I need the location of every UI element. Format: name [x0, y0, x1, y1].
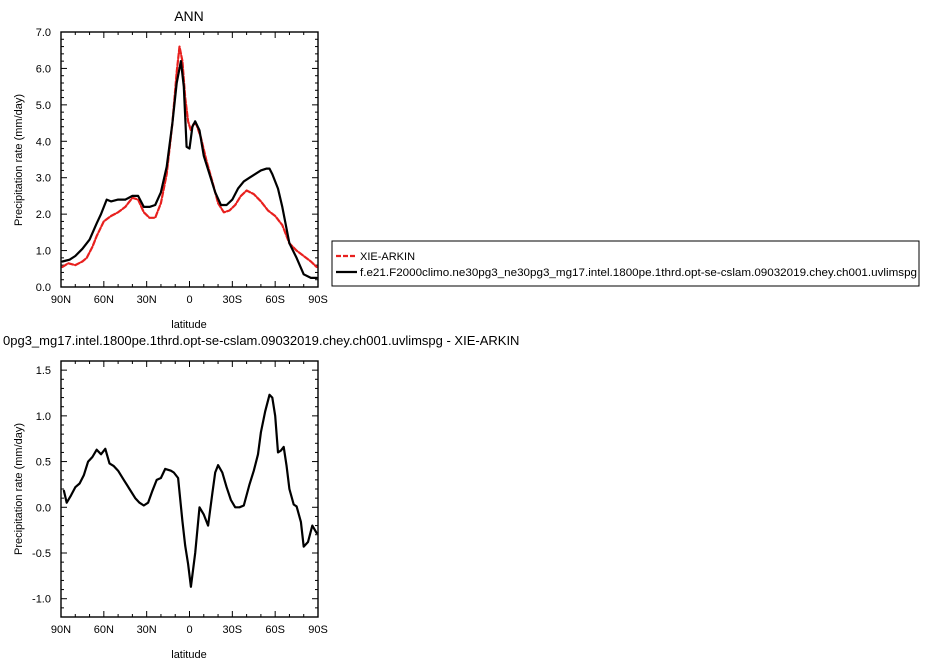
bottom-y-axis-label: Precipitation rate (mm/day)	[13, 423, 25, 555]
legend-label-model: f.e21.F2000climo.ne30pg3_ne30pg3_mg17.in…	[360, 267, 917, 279]
top-plot-area: 90N 60N 30N 0 30S 60S 90S 0.0 1.0 2.0 3.0 4.0 5.0 6.0…	[36, 27, 328, 306]
top-x-axis-label: latitude	[171, 319, 206, 331]
legend-box	[331, 240, 920, 287]
top-chart-title: ANN	[174, 8, 204, 24]
bottom-panel: 0pg3_mg17.intel.1800pe.1thrd.opt-se-csla…	[3, 333, 519, 661]
top-panel: ANN 90N 60N 30N 0 30S 60S 90S 0.0 1.0 2.0 3.0 4.0 5.…	[13, 8, 328, 331]
bottom-y-tick-label: 0.0	[36, 502, 51, 514]
top-series-line-0	[61, 45, 318, 269]
bottom-x-axis-label: latitude	[171, 649, 206, 661]
bottom-chart-title: 0pg3_mg17.intel.1800pe.1thrd.opt-se-csla…	[3, 333, 519, 348]
top-y-tick-label: 2.0	[36, 209, 51, 221]
bottom-y-tick-label: 1.0	[36, 411, 51, 423]
bottom-y-tick-label: -0.5	[32, 548, 51, 560]
bottom-plot-area: 90N 60N 30N 0 30S 60S 90S -1.0 -0.5 0.0 0.5 1.0 1.5	[32, 360, 328, 636]
top-plot-frame	[60, 31, 319, 288]
bottom-x-tick-label: 60N	[94, 624, 114, 636]
top-y-axis-label: Precipitation rate (mm/day)	[13, 94, 25, 226]
bottom-x-tick-label: 30S	[223, 624, 243, 636]
top-y-tick-label: 6.0	[36, 63, 51, 75]
legend: XIE-ARKIN f.e21.F2000climo.ne30pg3_ne30p…	[331, 240, 920, 287]
legend-label-xie-arkin: XIE-ARKIN	[360, 251, 415, 263]
top-x-tick-label: 30N	[137, 294, 157, 306]
top-y-tick-label: 4.0	[36, 136, 51, 148]
top-y-tick-label: 7.0	[36, 27, 51, 39]
top-y-tick-label: 5.0	[36, 100, 51, 112]
top-x-tick-label: 90S	[308, 294, 328, 306]
top-x-tick-label: 0	[186, 294, 192, 306]
top-y-tick-label: 0.0	[36, 282, 51, 294]
top-x-tick-label: 90N	[51, 294, 71, 306]
bottom-x-tick-label: 30N	[137, 624, 157, 636]
bottom-y-tick-label: 0.5	[36, 457, 51, 469]
bottom-x-tick-label: 90N	[51, 624, 71, 636]
top-x-tick-label: 60S	[265, 294, 285, 306]
top-x-tick-label: 60N	[94, 294, 114, 306]
bottom-x-tick-label: 60S	[265, 624, 285, 636]
bottom-y-tick-label: 1.5	[36, 365, 51, 377]
bottom-series-line-0	[62, 393, 318, 588]
bottom-y-tick-label: -1.0	[32, 594, 51, 606]
bottom-plot-frame	[60, 360, 319, 618]
bottom-x-tick-label: 90S	[308, 624, 328, 636]
top-y-tick-label: 3.0	[36, 173, 51, 185]
bottom-x-tick-label: 0	[186, 624, 192, 636]
top-series-line-1	[61, 59, 318, 279]
top-y-tick-label: 1.0	[36, 246, 51, 258]
top-x-tick-label: 30S	[223, 294, 243, 306]
